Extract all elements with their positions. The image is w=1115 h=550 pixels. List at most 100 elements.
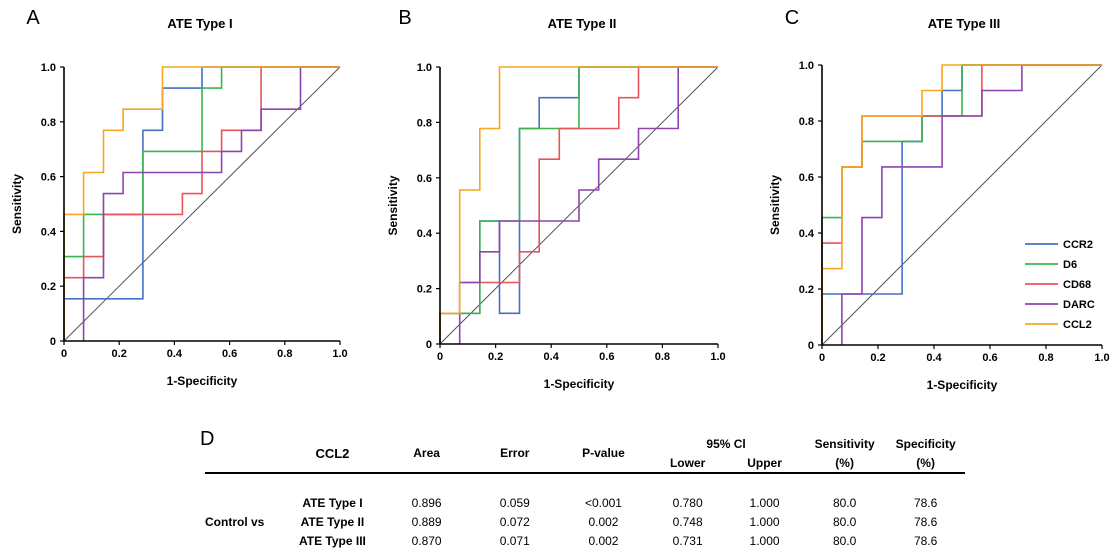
cell-specificity: 78.6 bbox=[913, 495, 938, 510]
y-tick-label: 0.6 bbox=[417, 173, 432, 185]
roc-panel-b: B ATE Type II 0 0.2 0.4 0.6 0.8 1.0 0 0.2 0.4 0.6 0.… bbox=[386, 7, 726, 391]
y-tick-label: 0 bbox=[426, 339, 432, 351]
cell-sensitivity: 80.0 bbox=[832, 495, 857, 510]
reference-diagonal bbox=[63, 66, 341, 342]
panel-letter: C bbox=[785, 7, 799, 29]
header-error: Error bbox=[500, 446, 530, 460]
panel-letter-d: D bbox=[200, 428, 215, 450]
x-tick-label: 0.2 bbox=[112, 348, 127, 360]
x-tick-label: 0 bbox=[819, 352, 825, 364]
x-tick-label: 0.2 bbox=[488, 351, 503, 363]
chart-title: ATE Type III bbox=[928, 16, 1000, 31]
cell-pvalue: 0.002 bbox=[588, 514, 619, 529]
legend-label: CD68 bbox=[1063, 279, 1091, 291]
panel-letter: A bbox=[26, 7, 40, 29]
x-tick-label: 0 bbox=[437, 351, 443, 363]
y-tick-label: 1.0 bbox=[417, 62, 432, 74]
series-line-ccl2 bbox=[439, 66, 718, 344]
header-specificity-unit: (%) bbox=[916, 455, 935, 470]
ccl2-stats-table-panel: CCL2 Area Error P-value 95% Cl Sensitivi… bbox=[195, 428, 965, 548]
header-sensitivity: Sensitivity bbox=[814, 436, 875, 451]
legend-label: DARC bbox=[1063, 299, 1095, 311]
x-tick-label: 1.0 bbox=[332, 348, 347, 360]
row-label: ATE Type III bbox=[298, 533, 366, 548]
table-row: Control vs ATE Type II 0.889 0.072 0.002… bbox=[205, 512, 965, 531]
x-tick-label: 0.8 bbox=[1038, 352, 1053, 364]
header-ci: 95% Cl bbox=[706, 436, 746, 451]
cell-upper: 1.000 bbox=[749, 533, 780, 548]
cell-error: 0.071 bbox=[499, 533, 530, 548]
series-line-ccl2 bbox=[63, 66, 340, 341]
y-tick-label: 0.4 bbox=[799, 228, 815, 240]
cell-error: 0.059 bbox=[499, 495, 530, 510]
x-tick-label: 0.8 bbox=[277, 348, 292, 360]
series-line-d6 bbox=[63, 66, 340, 341]
roc-panel-a: A ATE Type I 0 0.2 0.4 0.6 0.8 1.0 0 0.2 0.4 0.6 0.8… bbox=[10, 7, 348, 388]
cell-specificity: 78.6 bbox=[913, 533, 938, 548]
series-line-darc bbox=[841, 64, 1102, 345]
y-tick-label: 0 bbox=[50, 336, 56, 348]
x-tick-label: 0.4 bbox=[926, 352, 942, 364]
header-upper: Upper bbox=[747, 455, 782, 470]
y-tick-label: 0 bbox=[808, 340, 814, 352]
cell-lower: 0.748 bbox=[672, 514, 703, 529]
table-row: ATE Type III 0.870 0.071 0.002 0.731 1.0… bbox=[205, 531, 965, 550]
y-tick-label: 0.2 bbox=[417, 284, 432, 296]
y-axis-label: Sensitivity bbox=[768, 175, 782, 235]
x-tick-label: 0.6 bbox=[222, 348, 237, 360]
header-specificity: Specificity bbox=[895, 436, 956, 451]
cell-area: 0.896 bbox=[411, 495, 442, 510]
y-tick-label: 0.2 bbox=[799, 284, 814, 296]
legend-label: CCL2 bbox=[1063, 319, 1092, 331]
y-tick-label: 0.8 bbox=[417, 117, 432, 129]
chart-title: ATE Type II bbox=[548, 16, 617, 31]
x-tick-label: 0.6 bbox=[982, 352, 997, 364]
table-row: ATE Type I 0.896 0.059 <0.001 0.780 1.00… bbox=[205, 493, 965, 512]
x-axis-label: 1-Specificity bbox=[167, 374, 238, 388]
cell-area: 0.889 bbox=[411, 514, 442, 529]
y-tick-label: 0.6 bbox=[799, 172, 814, 184]
y-tick-label: 0.8 bbox=[41, 117, 56, 129]
series-line-ccl2 bbox=[821, 64, 1102, 345]
series-line-darc bbox=[82, 66, 340, 341]
ccl2-stats-table: CCL2 Area Error P-value 95% Cl Sensitivi… bbox=[205, 434, 965, 550]
roc-charts: A ATE Type I 0 0.2 0.4 0.6 0.8 1.0 0 0.2 0.4 0.6 0.8… bbox=[10, 7, 1110, 392]
x-axis-label: 1-Specificity bbox=[927, 378, 998, 392]
cell-area: 0.870 bbox=[411, 533, 442, 548]
cell-error: 0.072 bbox=[499, 514, 530, 529]
y-tick-label: 0.2 bbox=[41, 281, 56, 293]
x-tick-label: 0.4 bbox=[544, 351, 560, 363]
roc-panel-c: C ATE Type III 0 0.2 0.4 0.6 0.8 1.0 0 0.2 0.4 0.6 0… bbox=[768, 7, 1110, 392]
y-tick-label: 0.4 bbox=[417, 228, 433, 240]
chart-title: ATE Type I bbox=[167, 16, 232, 31]
legend-label: CCR2 bbox=[1063, 239, 1093, 251]
y-tick-label: 0.6 bbox=[41, 172, 56, 184]
table-title: CCL2 bbox=[315, 445, 350, 461]
cell-pvalue: <0.001 bbox=[584, 495, 622, 510]
cell-specificity: 78.6 bbox=[913, 514, 938, 529]
header-lower: Lower bbox=[669, 455, 706, 470]
legend: CCR2 D6 CD68 DARC CCL2 bbox=[1025, 239, 1095, 331]
header-pvalue: P-value bbox=[582, 446, 625, 460]
legend-label: D6 bbox=[1063, 259, 1077, 271]
header-sensitivity-unit: (%) bbox=[835, 455, 854, 470]
y-axis-label: Sensitivity bbox=[10, 174, 24, 234]
cell-lower: 0.780 bbox=[672, 495, 703, 510]
cell-pvalue: 0.002 bbox=[588, 533, 619, 548]
cell-upper: 1.000 bbox=[749, 495, 780, 510]
x-tick-label: 1.0 bbox=[1094, 352, 1109, 364]
x-tick-label: 0.8 bbox=[655, 351, 670, 363]
y-tick-label: 1.0 bbox=[41, 62, 56, 74]
y-tick-label: 0.8 bbox=[799, 116, 814, 128]
cell-sensitivity: 80.0 bbox=[832, 514, 857, 529]
series-line-darc bbox=[458, 66, 718, 344]
x-tick-label: 1.0 bbox=[710, 351, 725, 363]
cell-lower: 0.731 bbox=[672, 533, 703, 548]
x-tick-label: 0.4 bbox=[167, 348, 183, 360]
x-tick-label: 0.2 bbox=[870, 352, 885, 364]
group-label: Control vs bbox=[205, 514, 265, 529]
series-line-ccr2 bbox=[63, 66, 340, 341]
y-axis-label: Sensitivity bbox=[386, 175, 400, 235]
cell-sensitivity: 80.0 bbox=[832, 533, 857, 548]
y-tick-label: 0.4 bbox=[41, 226, 57, 238]
